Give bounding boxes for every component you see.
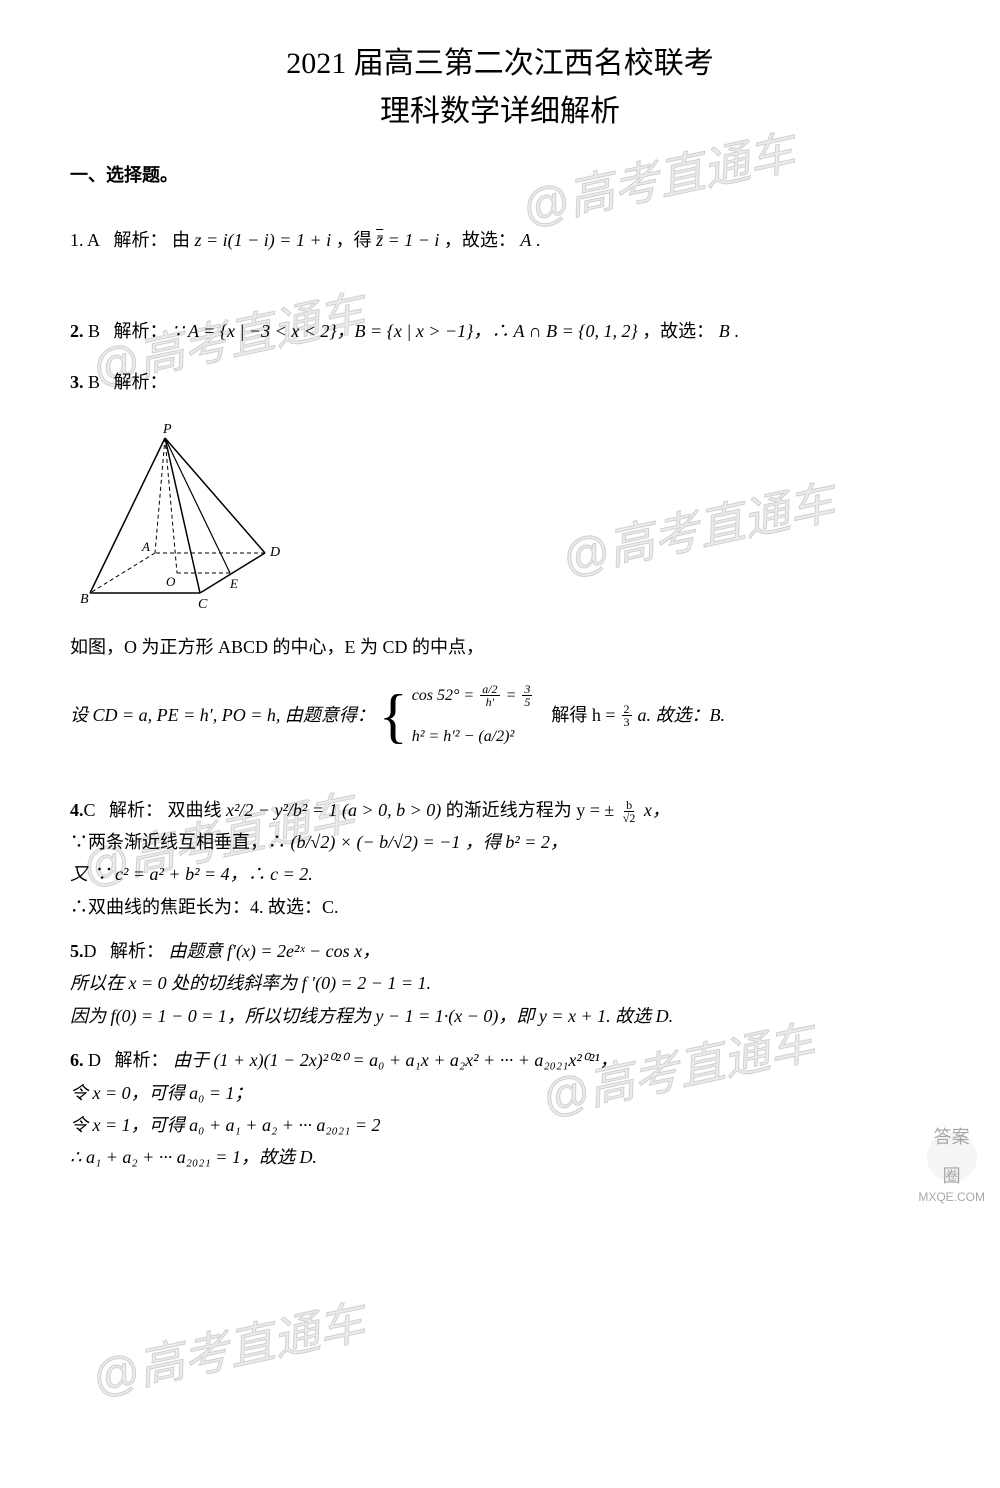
watermark: @高考直通车 — [553, 452, 845, 609]
q4-l4: ∴双曲线的焦距长为：4. 故选：C. — [70, 891, 930, 923]
q1-ans: A — [87, 230, 100, 250]
q2-ans: B — [88, 321, 100, 341]
q1-eq2: = 1 − i — [383, 230, 439, 250]
svg-text:C: C — [198, 597, 208, 612]
q2-post: ，故选： — [642, 321, 714, 341]
corner-url: MXQE.COM — [918, 1184, 985, 1210]
q2-eq: ∵ A = {x | −3 < x < 2}，B = {x | x > −1}，… — [172, 321, 638, 341]
brace-icon: { — [379, 686, 408, 746]
section-header: 一、选择题。 — [70, 156, 930, 196]
q2-choice: B — [719, 321, 730, 341]
q6-l1: 由于 (1 + x)(1 − 2x)²⁰²⁰ = a₀ + a₁x + a₂x²… — [173, 1050, 618, 1070]
q1-post: ，故选： — [444, 230, 516, 250]
q1-end: . — [536, 230, 541, 250]
q3-sys2: h² = h′² − (a/2)² — [412, 719, 535, 754]
q4-label: 解析： — [109, 800, 163, 820]
svg-text:E: E — [229, 576, 238, 591]
question-6: 6. D 解析： 由于 (1 + x)(1 − 2x)²⁰²⁰ = a₀ + a… — [70, 1044, 930, 1174]
q3-sys1: cos 52° = a/2h′ = 35 — [412, 678, 535, 713]
corner-watermark: 答案圈 MXQE.COM — [918, 1132, 985, 1210]
title-line-1: 2021 届高三第二次江西名校联考 — [70, 40, 930, 88]
q5-num: 5. — [70, 941, 84, 961]
q4-l1eq: x²/2 − y²/b² = 1 (a > 0, b > 0) — [226, 800, 441, 820]
question-3: 3. B 解析： — [70, 363, 930, 403]
pyramid-diagram: P A B C D E O — [70, 418, 290, 618]
q5-l2: 所以在 x = 0 处的切线斜率为 f ′(0) = 2 − 1 = 1. — [70, 967, 930, 999]
q4-l1b: 的渐近线方程为 y = ± — [446, 800, 619, 820]
q5-l3: 因为 f(0) = 1 − 0 = 1，所以切线方程为 y − 1 = 1·(x… — [70, 1000, 930, 1032]
q1-choice: A — [520, 230, 531, 250]
svg-text:B: B — [80, 592, 89, 607]
q5-label: 解析： — [110, 941, 164, 961]
q4-l3: 又 ∵ c² = a² + b² = 4，∴ c = 2. — [70, 858, 930, 890]
q6-l3: 令 x = 1，可得 a₀ + a₁ + a₂ + ··· a₂₀₂₁ = 2 — [70, 1109, 930, 1141]
q5-l1: 由题意 f′(x) = 2e²ˣ − cos x， — [169, 941, 381, 961]
q3-system: 设 CD = a, PE = h′, PO = h, 由题意得： { cos 5… — [70, 678, 930, 754]
title-line-2: 理科数学详细解析 — [70, 88, 930, 136]
q4-l1c: x， — [644, 800, 670, 820]
watermark: @高考直通车 — [83, 1272, 375, 1429]
question-5: 5.D 解析： 由题意 f′(x) = 2e²ˣ − cos x， 所以在 x … — [70, 935, 930, 1032]
q6-ans: D — [88, 1050, 101, 1070]
q3-pre: 设 CD = a, PE = h′, PO = h, 由题意得： — [70, 696, 375, 736]
q1-label: 解析： — [114, 230, 168, 250]
question-2: 2. B 解析： ∵ A = {x | −3 < x < 2}，B = {x |… — [70, 312, 930, 352]
q3-post1: 解得 h = — [551, 696, 615, 736]
q2-label: 解析： — [114, 321, 168, 341]
svg-text:A: A — [141, 539, 150, 554]
svg-text:D: D — [269, 545, 280, 560]
q5-ans: D — [84, 941, 97, 961]
q1-mid: ，得 — [336, 230, 372, 250]
q1-pre: 由 — [172, 230, 190, 250]
q6-num: 6. — [70, 1050, 84, 1070]
q3-label: 解析： — [114, 372, 168, 392]
question-1: 1. A 解析： 由 z = i(1 − i) = 1 + i ，得 z̄ = … — [70, 221, 930, 261]
q4-ans: C — [84, 800, 96, 820]
q6-label: 解析： — [115, 1050, 169, 1070]
q6-l2: 令 x = 0，可得 a₀ = 1； — [70, 1077, 930, 1109]
q4-l2a: ∵两条渐近线互相垂直，∴ — [70, 832, 291, 852]
q4-num: 4. — [70, 800, 84, 820]
q4-l2b: ，得 b² = 2， — [465, 832, 568, 852]
q3-num: 3. — [70, 372, 84, 392]
q4-l2eq: (b/√2) × (− b/√2) = −1 — [291, 832, 461, 852]
svg-text:O: O — [166, 574, 176, 589]
q4-l1a: 双曲线 — [168, 800, 227, 820]
question-4: 4.C 解析： 双曲线 x²/2 − y²/b² = 1 (a > 0, b >… — [70, 794, 930, 924]
q3-caption: 如图，O 为正方形 ABCD 的中心，E 为 CD 的中点， — [70, 628, 930, 668]
svg-text:P: P — [162, 422, 172, 437]
q3-ans: B — [88, 372, 100, 392]
q6-l4: ∴ a₁ + a₂ + ··· a₂₀₂₁ = 1，故选 D. — [70, 1141, 930, 1173]
q1-num: 1. — [70, 230, 84, 250]
q2-end: . — [734, 321, 739, 341]
q3-post2: a. 故选：B. — [638, 696, 726, 736]
page-title: 2021 届高三第二次江西名校联考 理科数学详细解析 — [70, 40, 930, 136]
q1-eq1: z = i(1 − i) = 1 + i — [195, 230, 332, 250]
corner-badge: 答案圈 — [927, 1132, 977, 1182]
q2-num: 2. — [70, 321, 84, 341]
